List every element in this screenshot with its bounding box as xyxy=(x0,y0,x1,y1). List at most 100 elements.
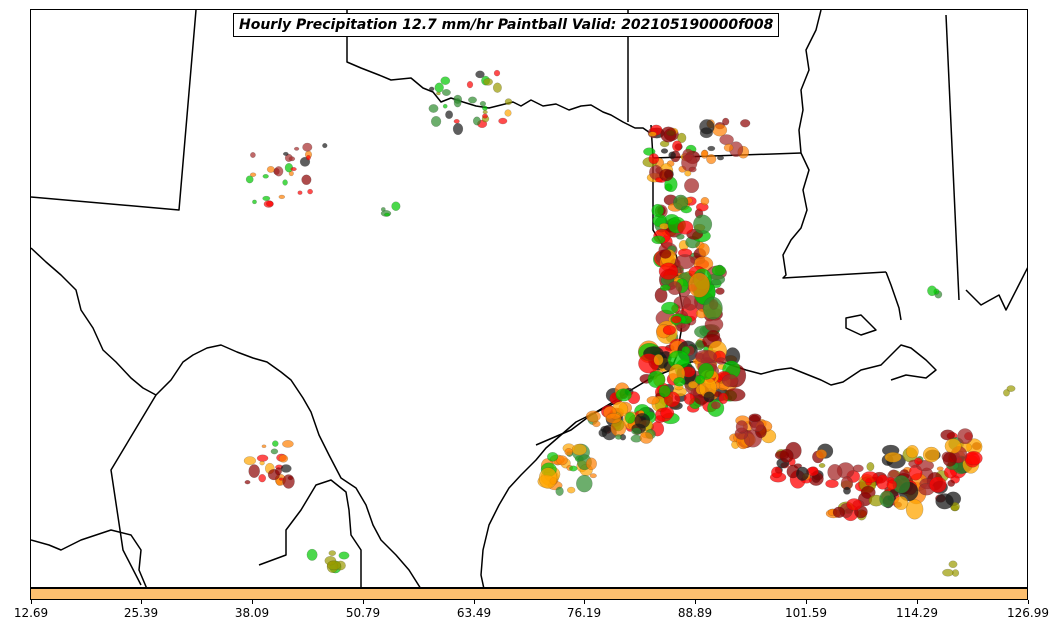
precip-cell xyxy=(274,166,284,177)
precip-cell xyxy=(244,480,251,485)
precip-cell xyxy=(684,178,700,194)
precip-cell xyxy=(711,401,721,410)
precip-cell xyxy=(483,78,493,86)
precipitation-cells xyxy=(243,69,1016,577)
precip-cell xyxy=(659,249,672,259)
precip-cell xyxy=(683,393,696,405)
precip-cell xyxy=(282,440,294,448)
precip-cell xyxy=(948,560,958,569)
precip-cell xyxy=(957,428,973,445)
precip-cell xyxy=(668,151,677,160)
colorbar-tick xyxy=(474,600,475,604)
precip-cell xyxy=(569,465,578,472)
precip-cell xyxy=(825,479,839,489)
precip-cell xyxy=(694,349,717,364)
colorbar-tick-label: 88.89 xyxy=(677,606,713,620)
precip-cell xyxy=(585,410,601,423)
precip-cell xyxy=(651,235,666,245)
precip-cell xyxy=(615,388,632,402)
precip-cell xyxy=(249,172,257,177)
colorbar-tick-label: 101.59 xyxy=(785,606,827,620)
precip-cell xyxy=(936,466,944,471)
precip-cell xyxy=(297,190,303,195)
precip-cell xyxy=(940,429,956,441)
precip-cell xyxy=(947,479,956,487)
precip-cell xyxy=(440,76,451,85)
precip-cell xyxy=(243,456,257,466)
precip-cell xyxy=(866,462,875,472)
precip-cell xyxy=(688,166,697,173)
precip-cell xyxy=(846,498,863,511)
precip-cell xyxy=(453,118,460,124)
precip-cell xyxy=(282,179,288,186)
precip-cell xyxy=(482,105,488,111)
precip-cell xyxy=(266,165,275,173)
precip-cell xyxy=(653,354,664,366)
precip-cell xyxy=(1006,385,1016,392)
precip-cell xyxy=(453,98,462,108)
precip-cell xyxy=(944,438,962,454)
precip-cell xyxy=(852,464,864,473)
precip-cell xyxy=(556,455,568,466)
precip-cell xyxy=(598,428,608,438)
precip-cell xyxy=(927,285,937,297)
precip-cell xyxy=(716,155,725,161)
precip-cell xyxy=(658,262,679,280)
precip-cell xyxy=(673,194,689,211)
precip-cell xyxy=(748,413,762,423)
precip-cell xyxy=(282,151,289,156)
precip-cell xyxy=(466,80,474,89)
precip-cell xyxy=(492,82,502,93)
colorbar xyxy=(30,588,1028,600)
precip-cell xyxy=(288,156,296,162)
colorbar-tick-label: 50.79 xyxy=(345,606,381,620)
precip-cell xyxy=(723,143,734,152)
precip-cell xyxy=(631,427,642,436)
precip-cell xyxy=(479,101,487,107)
precip-cell xyxy=(659,168,674,182)
colorbar-tick xyxy=(695,600,696,604)
precip-cell xyxy=(468,96,477,104)
precip-cell xyxy=(248,464,260,478)
precip-cell xyxy=(307,188,313,195)
precip-cell xyxy=(687,380,699,389)
precip-cell xyxy=(261,444,267,449)
precip-cell xyxy=(964,451,983,466)
precip-cell xyxy=(391,201,401,211)
precip-cell xyxy=(698,243,710,257)
precip-cell xyxy=(278,477,284,481)
precip-cell xyxy=(384,212,391,217)
precip-cell xyxy=(272,440,279,447)
precip-cell xyxy=(428,86,435,92)
precip-cell xyxy=(256,454,269,462)
precip-cell xyxy=(879,490,895,508)
precip-cell xyxy=(779,448,794,463)
precip-cell xyxy=(430,115,442,127)
precip-cell xyxy=(328,550,337,556)
precip-cell xyxy=(677,132,687,144)
precip-cell xyxy=(493,69,501,77)
precip-cell xyxy=(651,203,664,217)
colorbar-tick-label: 12.69 xyxy=(13,606,49,620)
precip-cell xyxy=(659,222,670,230)
precip-cell xyxy=(266,200,274,207)
precip-cell xyxy=(482,110,488,115)
precip-cell xyxy=(707,145,716,152)
precip-cell xyxy=(672,140,683,152)
precip-cell xyxy=(718,392,729,405)
precip-cell xyxy=(293,146,300,151)
precip-cell xyxy=(700,149,709,159)
precip-cell xyxy=(452,122,464,136)
precip-cell xyxy=(671,315,682,324)
precip-cell xyxy=(290,167,297,172)
precip-cell xyxy=(648,131,657,137)
precip-cell xyxy=(942,568,954,577)
precip-cell xyxy=(639,431,654,444)
precip-cell xyxy=(647,370,666,389)
precip-cell xyxy=(815,449,828,460)
precip-cell xyxy=(498,117,508,125)
precip-cell xyxy=(688,272,711,298)
precip-cell xyxy=(338,551,350,560)
precip-cell xyxy=(860,485,876,500)
precip-cell xyxy=(706,154,717,165)
